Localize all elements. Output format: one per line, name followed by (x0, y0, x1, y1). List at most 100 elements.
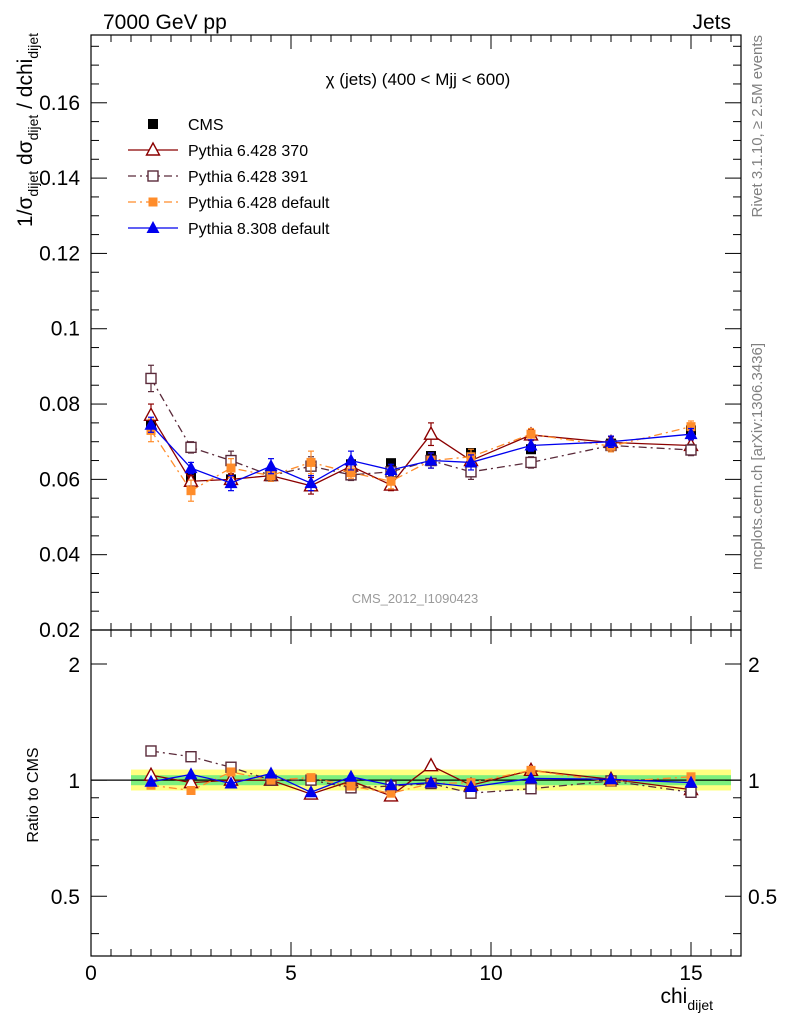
ratio-point-pythia-6-428-370 (423, 757, 439, 772)
ratio-point-pythia-6-428-391 (145, 745, 157, 757)
main-point-pythia-8-308-default (684, 427, 698, 440)
ratio-point-pythia-6-428-391 (185, 751, 197, 763)
main-point-pythia-8-308-default (424, 453, 438, 466)
main-y-tick-label: 0.16 (39, 92, 80, 115)
main-point-pythia-6-428-370 (423, 425, 439, 440)
main-point-pythia-6-428-391 (185, 441, 197, 454)
ratio-y-axis-label: Ratio to CMS (25, 747, 42, 842)
ratio-point-pythia-8-308-default (464, 779, 478, 792)
ratio-point-pythia-8-308-default (224, 776, 238, 789)
main-y-axis-label: 1/σdijet dσdijet / dchidijet (14, 33, 41, 227)
ratio-point-pythia-6-428-default (526, 765, 536, 775)
x-axis-label: chidijet (660, 985, 713, 1013)
main-point-pythia-6-428-391 (685, 444, 697, 456)
ratio-point-pythia-8-308-default (424, 775, 438, 788)
ratio-point-pythia-8-308-default (604, 772, 618, 785)
x-tick-label: 10 (479, 962, 502, 985)
main-point-pythia-6-428-391 (525, 456, 537, 469)
ratio-y-tick-label: 2 (68, 654, 80, 677)
main-line-pythia-6-428-default (150, 426, 692, 492)
ratio-point-pythia-6-428-default (386, 788, 396, 798)
legend: CMS Pythia 6.428 370 Pythia 6.428 391 Pythi… (128, 117, 330, 238)
ratio-point-pythia-6-428-391 (525, 783, 537, 795)
main-point-pythia-8-308-default (524, 438, 538, 451)
axis-ticks: 0 5 10 15 0.02 0.04 0.06 0.08 0.1 0.12 0.14 0.16 0.5… (39, 35, 777, 985)
main-point-pythia-8-308-default (264, 459, 278, 472)
main-y-tick-label: 0.12 (39, 242, 80, 265)
ratio-point-pythia-6-428-default (226, 767, 236, 777)
ratio-point-pythia-8-308-default (384, 778, 398, 791)
x-label-main: chi (660, 985, 687, 1008)
x-tick-label: 5 (285, 962, 297, 985)
ratio-point-pythia-6-428-default (266, 775, 276, 785)
ratio-plot-frame (90, 629, 742, 957)
legend-marker (145, 141, 161, 156)
ratio-y-tick-label-right: 0.5 (748, 886, 777, 909)
main-point-pythia-8-308-default (224, 476, 238, 489)
watermark-label: CMS_2012_I1090423 (352, 591, 479, 606)
main-point-pythia-8-308-default (464, 455, 478, 468)
ratio-y-tick-label: 0.5 (51, 886, 80, 909)
main-y-tick-label: 0.06 (39, 468, 80, 491)
legend-label: Pythia 8.308 default (188, 221, 330, 238)
side-label-rivet: Rivet 3.1.10, ≥ 2.5M events (749, 35, 766, 218)
ratio-point-pythia-6-428-default (346, 781, 356, 791)
ratio-point-pythia-6-428-default (306, 773, 316, 783)
ratio-y-tick-label: 1 (68, 770, 80, 793)
main-point-pythia-6-428-default (386, 476, 396, 486)
main-point-pythia-8-308-default (344, 453, 358, 466)
main-point-pythia-6-428-default (686, 422, 696, 432)
y-label-part-2: dσ (14, 140, 37, 171)
main-point-pythia-8-308-default (384, 462, 398, 475)
legend-marker (146, 221, 160, 233)
main-y-tick-label: 0.08 (39, 393, 80, 416)
main-point-pythia-6-428-default (306, 457, 316, 467)
ratio-point-pythia-8-308-default (264, 766, 278, 779)
main-line-pythia-6-428-391 (150, 378, 692, 477)
main-point-pythia-6-428-default (226, 463, 236, 473)
plot-frames (90, 34, 742, 957)
legend-label: Pythia 6.428 370 (188, 143, 308, 160)
ratio-line-pythia-8-308-default (150, 772, 692, 793)
ratio-point-pythia-8-308-default (144, 774, 158, 787)
ratio-point-pythia-6-428-391 (685, 786, 697, 798)
side-label-mcplots: mcplots.cern.ch [arXiv:1306.3436] (749, 343, 766, 570)
ratio-series-pythia-8-308-default (144, 766, 698, 798)
y-label-part-3: / dchi (14, 59, 37, 115)
main-y-tick-label: 0.14 (39, 167, 80, 190)
main-y-tick-label: 0.1 (51, 318, 80, 341)
ratio-point-pythia-8-308-default (684, 775, 698, 788)
ratio-line-pythia-6-428-default (150, 769, 692, 794)
y-label-sub-3: dijet (25, 33, 41, 59)
ratio-point-pythia-6-428-default (186, 785, 196, 795)
main-point-pythia-6-428-391 (145, 372, 157, 385)
plot-title: χ (jets) (400 < Mjj < 600) (326, 70, 511, 89)
x-tick-label: 0 (85, 962, 97, 985)
main-point-pythia-6-428-default (526, 429, 536, 439)
ratio-point-pythia-8-308-default (304, 785, 318, 798)
main-point-pythia-8-308-default (184, 461, 198, 474)
main-y-tick-label: 0.02 (39, 619, 80, 642)
main-line-pythia-6-428-370 (150, 415, 692, 487)
main-y-tick-label: 0.04 (39, 544, 80, 567)
ratio-point-pythia-8-308-default (184, 767, 198, 780)
ratio-line-pythia-6-428-391 (150, 750, 692, 794)
legend-marker (148, 119, 158, 129)
main-point-pythia-6-428-default (186, 486, 196, 496)
header-process-label: Jets (692, 11, 731, 34)
ratio-point-pythia-8-308-default (524, 771, 538, 784)
main-point-pythia-6-428-default (346, 468, 356, 478)
main-series-pythia-8-308-default (144, 416, 698, 492)
legend-label: Pythia 6.428 391 (188, 169, 308, 186)
legend-marker (148, 197, 158, 207)
ratio-point-pythia-8-308-default (344, 769, 358, 782)
main-point-pythia-8-308-default (604, 434, 618, 447)
y-label-part-1: 1/σ (14, 197, 37, 228)
ratio-y-tick-label-right: 1 (748, 770, 760, 793)
x-tick-label: 15 (679, 962, 702, 985)
legend-marker (147, 170, 159, 182)
legend-label: CMS (188, 117, 224, 134)
main-line-pythia-8-308-default (150, 424, 692, 484)
y-label-sub-2: dijet (25, 115, 41, 141)
